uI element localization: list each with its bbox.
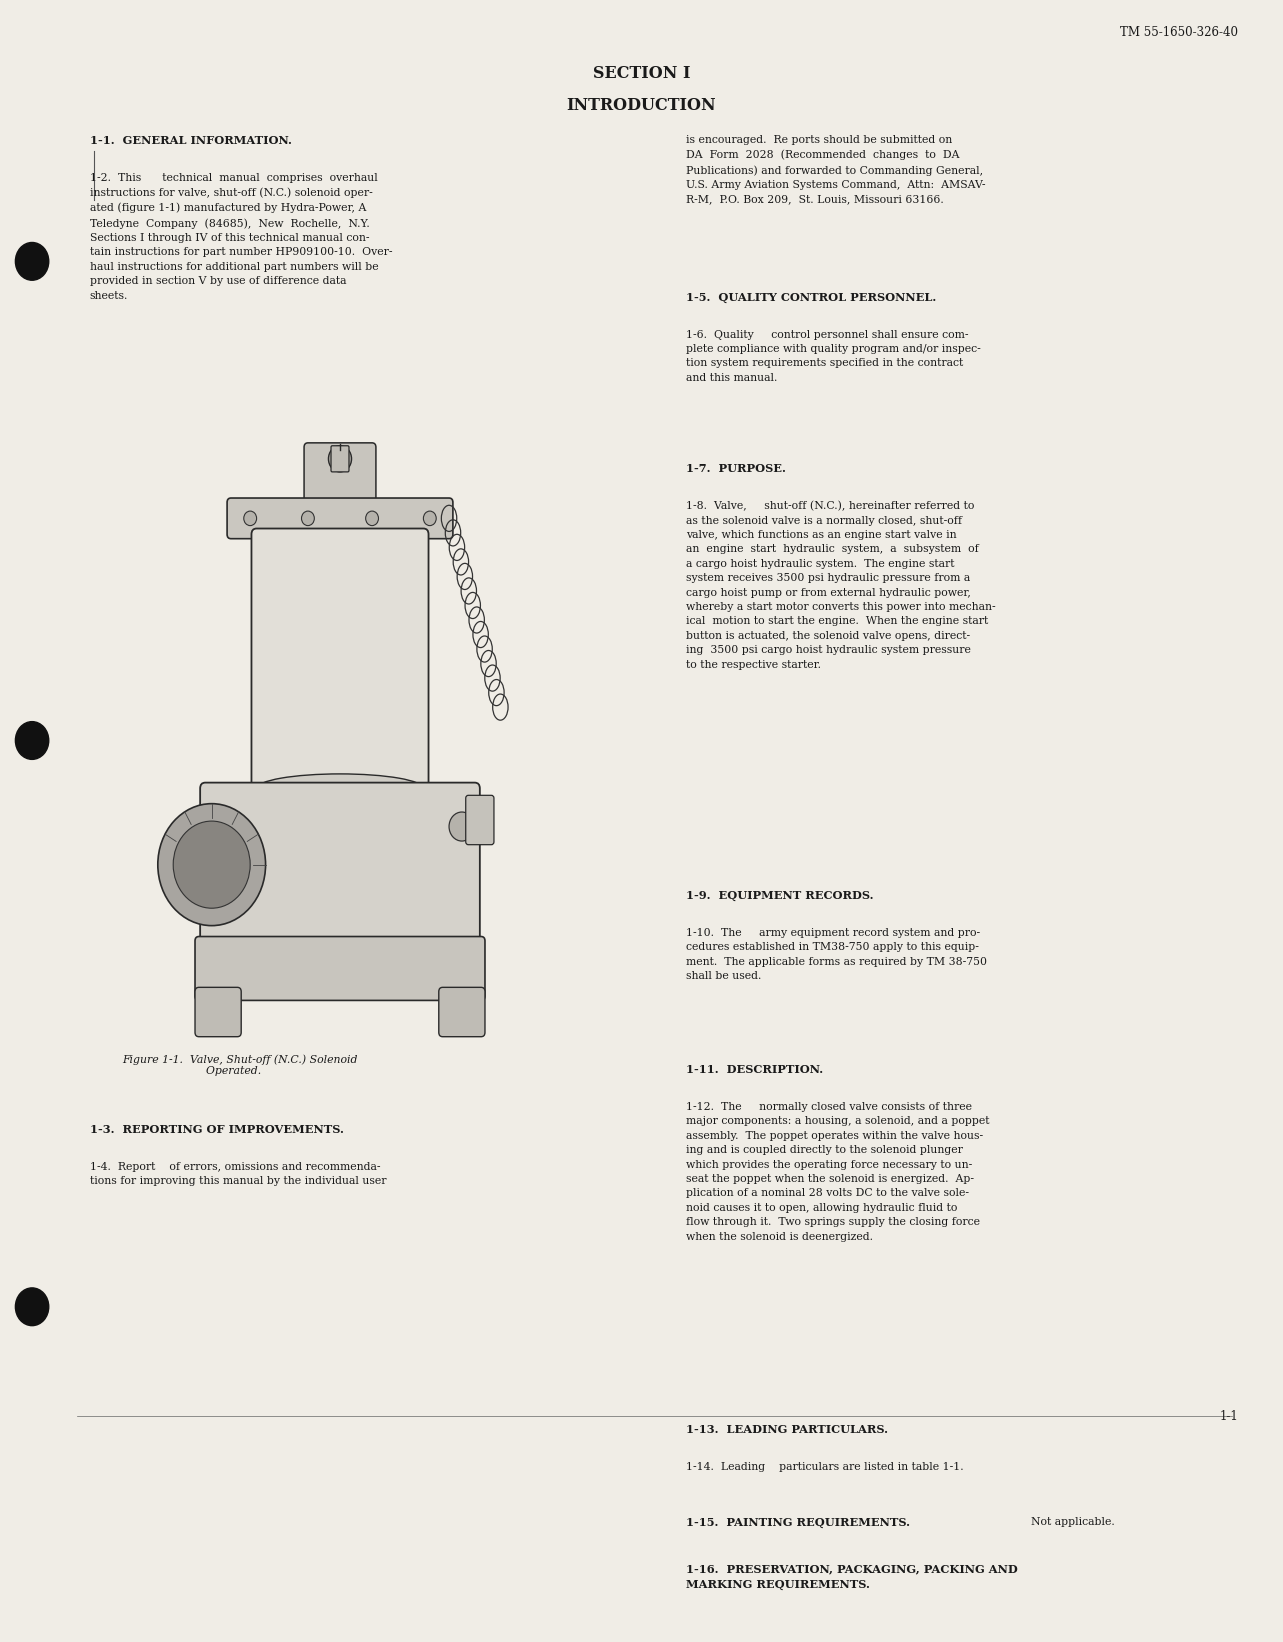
FancyBboxPatch shape	[227, 498, 453, 539]
Text: 1-11.  DESCRIPTION.: 1-11. DESCRIPTION.	[686, 1064, 824, 1076]
Text: 1-14.  Leading    particulars are listed in table 1-1.: 1-14. Leading particulars are listed in …	[686, 1461, 964, 1473]
FancyBboxPatch shape	[200, 783, 480, 947]
Text: 1-1.  GENERAL INFORMATION.: 1-1. GENERAL INFORMATION.	[90, 135, 291, 146]
Text: 1-12.  The     normally closed valve consists of three
major components: a housi: 1-12. The normally closed valve consists…	[686, 1102, 990, 1241]
Text: 1-9.  EQUIPMENT RECORDS.: 1-9. EQUIPMENT RECORDS.	[686, 890, 874, 901]
FancyBboxPatch shape	[195, 936, 485, 1000]
Text: Not applicable.: Not applicable.	[1024, 1517, 1115, 1527]
Text: 1-16.  PRESERVATION, PACKAGING, PACKING AND
MARKING REQUIREMENTS.: 1-16. PRESERVATION, PACKAGING, PACKING A…	[686, 1563, 1019, 1591]
Text: 1-3.  REPORTING OF IMPROVEMENTS.: 1-3. REPORTING OF IMPROVEMENTS.	[90, 1123, 344, 1135]
Text: 1-4.  Report    of errors, omissions and recommenda-
tions for improving this ma: 1-4. Report of errors, omissions and rec…	[90, 1161, 386, 1186]
Circle shape	[366, 511, 378, 525]
Text: 1-15.  PAINTING REQUIREMENTS.: 1-15. PAINTING REQUIREMENTS.	[686, 1517, 911, 1529]
Text: SECTION I: SECTION I	[593, 66, 690, 82]
Text: 1-5.  QUALITY CONTROL PERSONNEL.: 1-5. QUALITY CONTROL PERSONNEL.	[686, 292, 937, 302]
Circle shape	[15, 243, 49, 281]
FancyBboxPatch shape	[304, 443, 376, 507]
Text: TM 55-1650-326-40: TM 55-1650-326-40	[1120, 26, 1238, 39]
Circle shape	[15, 1287, 49, 1325]
Text: 1-8.  Valve,     shut-off (N.C.), hereinafter referred to
as the solenoid valve : 1-8. Valve, shut-off (N.C.), hereinafter…	[686, 501, 996, 670]
Text: 1-13.  LEADING PARTICULARS.: 1-13. LEADING PARTICULARS.	[686, 1424, 888, 1435]
Text: 1-10.  The     army equipment record system and pro-
cedures established in TM38: 1-10. The army equipment record system a…	[686, 928, 988, 980]
Circle shape	[328, 445, 352, 471]
Text: 1-2.  This      technical  manual  comprises  overhaul
instructions for valve, s: 1-2. This technical manual comprises ove…	[90, 172, 393, 300]
Circle shape	[244, 511, 257, 525]
Text: 1-6.  Quality     control personnel shall ensure com-
plete compliance with qual: 1-6. Quality control personnel shall ens…	[686, 330, 981, 383]
Circle shape	[449, 813, 475, 841]
Text: 1-1: 1-1	[1219, 1410, 1238, 1424]
FancyBboxPatch shape	[439, 987, 485, 1036]
Circle shape	[423, 511, 436, 525]
Text: is encouraged.  Re ports should be submitted on
DA  Form  2028  (Recommended  ch: is encouraged. Re ports should be submit…	[686, 135, 985, 204]
Circle shape	[173, 821, 250, 908]
Circle shape	[158, 803, 266, 926]
Circle shape	[15, 721, 49, 759]
Ellipse shape	[257, 773, 423, 803]
Text: 1-7.  PURPOSE.: 1-7. PURPOSE.	[686, 463, 786, 475]
FancyBboxPatch shape	[195, 987, 241, 1036]
Text: Figure 1-1.  Valve, Shut-off (N.C.) Solenoid
                        Operated.: Figure 1-1. Valve, Shut-off (N.C.) Solen…	[122, 1054, 358, 1076]
FancyBboxPatch shape	[251, 529, 429, 795]
Text: INTRODUCTION: INTRODUCTION	[567, 97, 716, 115]
FancyBboxPatch shape	[331, 445, 349, 471]
Circle shape	[302, 511, 314, 525]
FancyBboxPatch shape	[466, 795, 494, 844]
